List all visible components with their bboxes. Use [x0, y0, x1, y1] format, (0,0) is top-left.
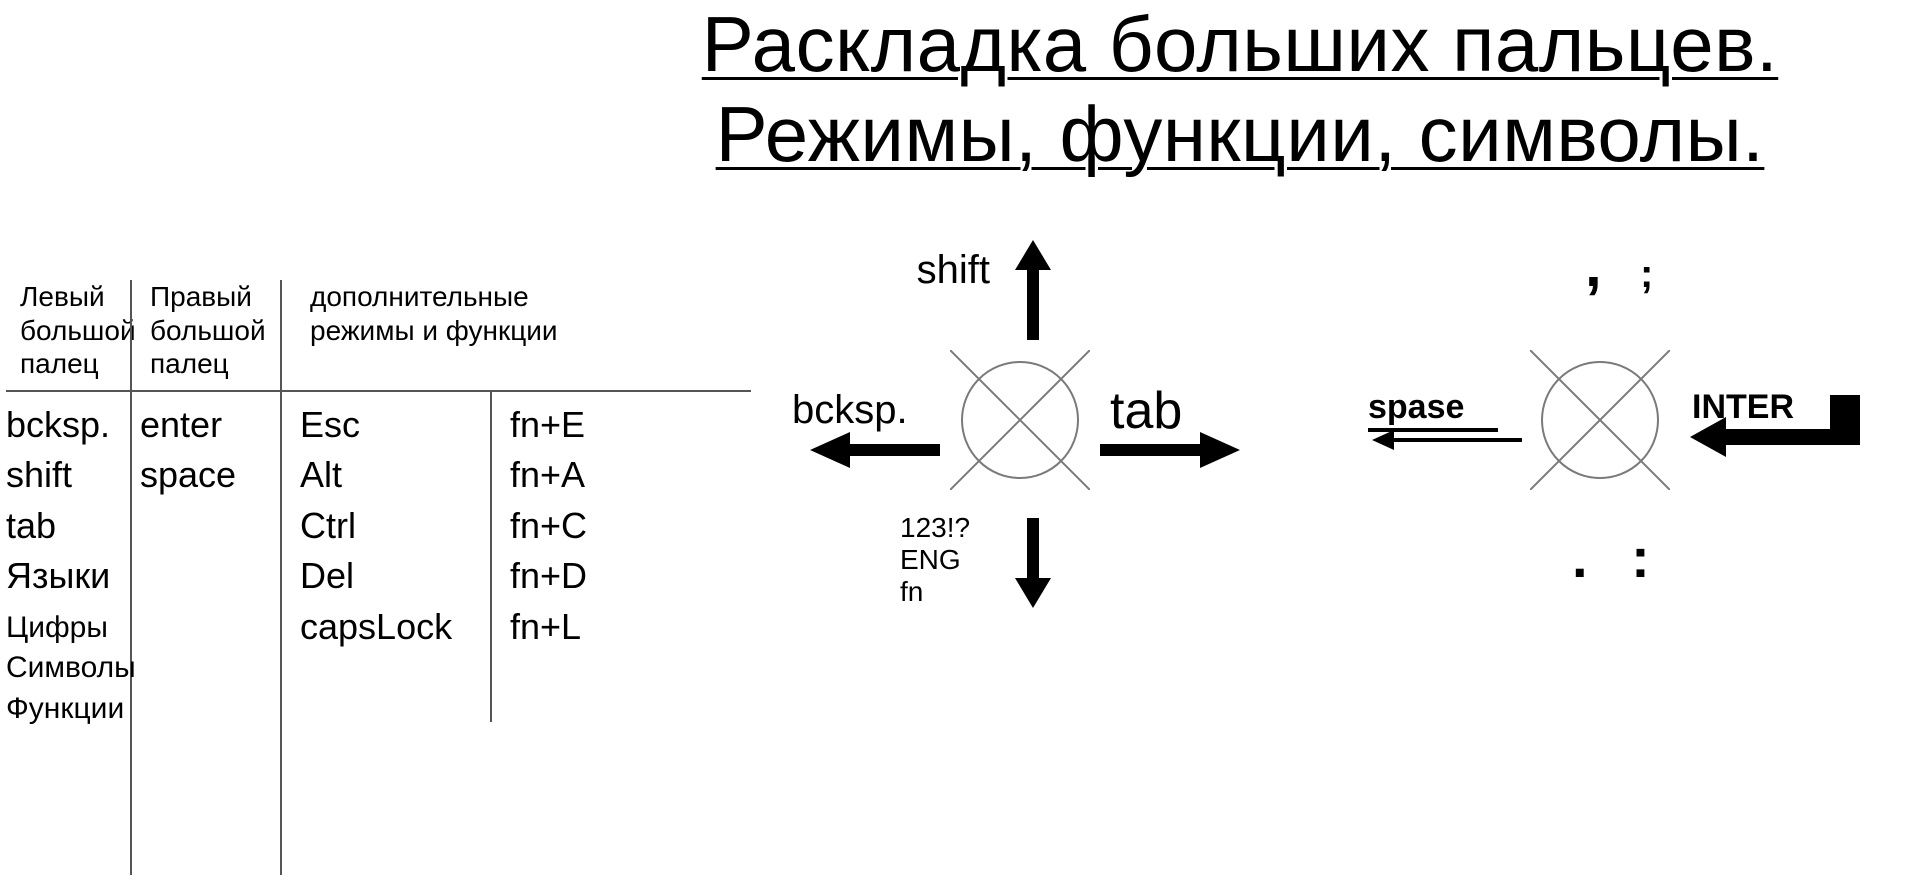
cell: capsLock — [300, 602, 480, 652]
header-text: Правый — [150, 280, 280, 314]
cell: tab — [6, 501, 131, 551]
compass-circle-icon — [950, 350, 1090, 490]
cell: Цифры — [6, 608, 131, 649]
title-block: Раскладка больших пальцев. Режимы, функц… — [580, 0, 1900, 179]
punct-left-label: spase — [1368, 390, 1464, 424]
header-text: большой — [150, 314, 280, 348]
compass-up-label: shift — [890, 250, 990, 290]
table-col-1-extra: Цифры Символы Функции — [6, 608, 131, 730]
punct-down-label: . : — [1572, 530, 1664, 586]
compass-circle-icon — [1530, 350, 1670, 490]
header-col-3: дополнительные режимы и функции — [310, 280, 640, 347]
header-text: палец — [150, 347, 280, 381]
compass-down-line: ENG — [900, 544, 970, 576]
arrow-down-icon — [1015, 518, 1051, 608]
cell: bcksp. — [6, 400, 131, 450]
cell: Функции — [6, 689, 131, 730]
table-headers: Левый большой палец Правый большой палец… — [10, 270, 755, 390]
page-root: Раскладка больших пальцев. Режимы, функц… — [0, 0, 1920, 888]
table-col-3: Esc Alt Ctrl Del capsLock — [300, 400, 480, 652]
header-text: Левый — [20, 280, 140, 314]
compass-down-line: 123!? — [900, 512, 970, 544]
title-line-2: Режимы, функции, символы. — [580, 90, 1900, 180]
compass-directions: shift tab bcksp. 123!? ENG fn — [760, 230, 1280, 650]
cell: fn+L — [510, 602, 640, 652]
header-col-2: Правый большой палец — [150, 280, 280, 381]
header-text: палец — [20, 347, 140, 381]
cell: Alt — [300, 450, 480, 500]
thin-arrow-left-icon — [1372, 428, 1522, 452]
compass-punctuation: , ; spase INTER . : — [1340, 230, 1860, 650]
header-col-1: Левый большой палец — [20, 280, 140, 381]
compass-down-label: 123!? ENG fn — [900, 512, 970, 609]
cell: Символы — [6, 648, 131, 689]
enter-arrow-icon — [1690, 395, 1860, 475]
arrow-right-icon — [1100, 430, 1240, 470]
cell: Del — [300, 551, 480, 601]
cell: shift — [6, 450, 131, 500]
arrow-up-icon — [1015, 240, 1051, 340]
cell: Esc — [300, 400, 480, 450]
table-vertical-rule-3 — [490, 392, 492, 722]
cell: enter — [140, 400, 270, 450]
table-col-1: bcksp. shift tab Языки Цифры Символы Фун… — [6, 400, 131, 729]
cell: fn+E — [510, 400, 640, 450]
compass-left-label: bcksp. — [792, 390, 908, 430]
table-horizontal-rule — [6, 390, 751, 392]
cell: Ctrl — [300, 501, 480, 551]
arrow-left-icon — [810, 430, 940, 470]
header-text: дополнительные — [310, 280, 640, 314]
cell: fn+D — [510, 551, 640, 601]
cell: space — [140, 450, 270, 500]
punct-up-label: , — [1585, 236, 1602, 296]
cell: Языки — [6, 551, 131, 601]
thumb-table: Левый большой палец Правый большой палец… — [10, 270, 755, 390]
punct-up-sup: ; — [1640, 252, 1653, 297]
cell: fn+C — [510, 501, 640, 551]
cell: fn+A — [510, 450, 640, 500]
table-col-2: enter space — [140, 400, 270, 501]
compass-down-line: fn — [900, 576, 970, 608]
table-col-4: fn+E fn+A fn+C fn+D fn+L — [510, 400, 640, 652]
table-vertical-rule-2 — [280, 280, 282, 875]
header-text: большой — [20, 314, 140, 348]
header-text: режимы и функции — [310, 314, 640, 348]
title-line-1: Раскладка больших пальцев. — [580, 0, 1900, 90]
